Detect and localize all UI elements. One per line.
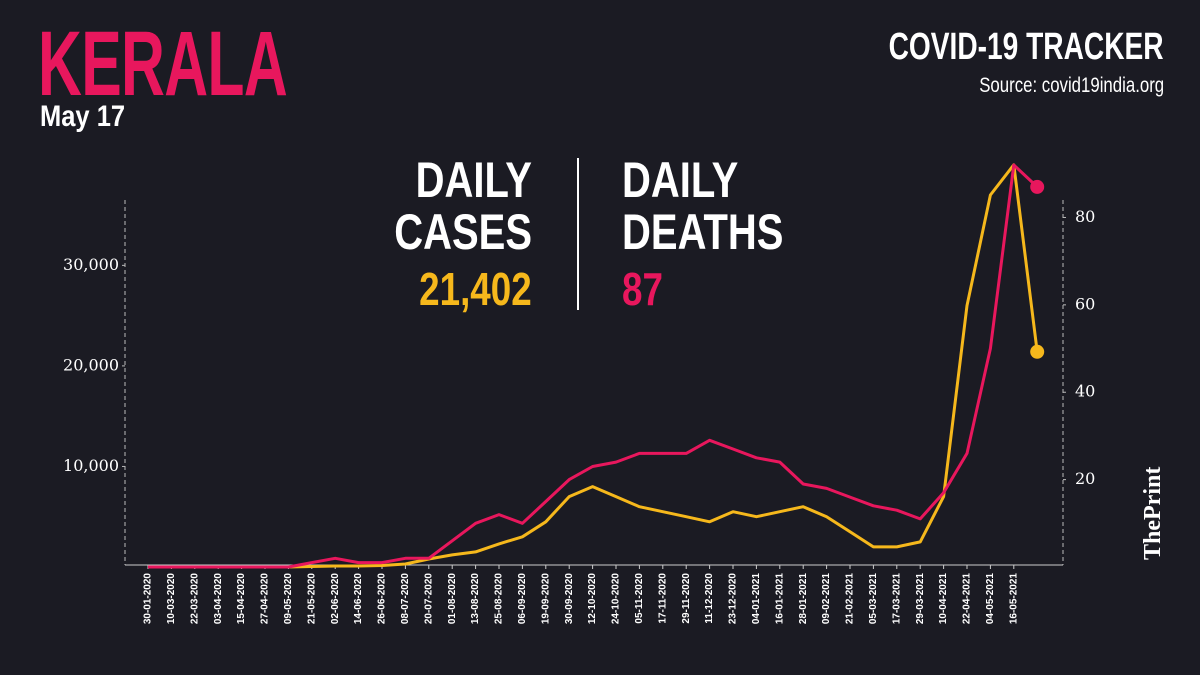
x-tick-label: 05-11-2020 — [634, 573, 645, 624]
y-tick-label: 20,000 — [63, 355, 119, 374]
x-tick-label: 14-06-2020 — [353, 573, 364, 625]
x-tick-label: 20-07-2020 — [423, 573, 434, 625]
end-dot — [1030, 179, 1045, 194]
x-tick-label: 16-05-2021 — [1008, 573, 1019, 625]
x-tick-label: 09-05-2020 — [283, 573, 294, 625]
x-tick-label: 19-09-2020 — [540, 573, 551, 625]
series-line — [148, 163, 1039, 569]
x-tick-label: 16-01-2021 — [774, 573, 785, 625]
y-tick-label: 30,000 — [63, 255, 119, 274]
x-tick-label: 04-01-2021 — [751, 573, 762, 625]
x-tick-label: 12-10-2020 — [587, 573, 598, 625]
title: KERALA — [38, 13, 288, 115]
x-tick-label: 22-04-2021 — [962, 573, 973, 625]
x-tick-label: 11-12-2020 — [704, 573, 715, 624]
x-tick-label: 03-04-2020 — [213, 573, 224, 625]
series-line — [148, 163, 1039, 569]
source: Source: covid19india.org — [979, 74, 1164, 97]
cases-latest: 21,402 — [419, 263, 532, 315]
y2-tick-label: 20 — [1075, 469, 1095, 488]
x-tick-label: 01-08-2020 — [447, 573, 458, 625]
y2-tick-label: 40 — [1075, 382, 1095, 401]
x-tick-label: 17-03-2021 — [891, 573, 902, 625]
x-tick-label: 05-03-2021 — [868, 573, 879, 625]
y-tick-label: 10,000 — [63, 456, 119, 475]
x-tick-label: 26-06-2020 — [377, 573, 388, 625]
x-tick-label: 04-05-2021 — [985, 573, 996, 625]
end-dot — [1030, 344, 1045, 359]
x-tick-label: 27-04-2020 — [260, 573, 271, 625]
x-tick-label: 13-08-2020 — [470, 573, 481, 625]
x-tick-label: 09-02-2021 — [821, 573, 832, 625]
y2-tick-label: 80 — [1075, 207, 1095, 226]
x-tick-label: 06-09-2020 — [517, 573, 528, 625]
x-tick-label: 30-01-2020 — [143, 573, 154, 625]
subtitle: May 17 — [40, 100, 126, 133]
deaths-latest: 87 — [622, 263, 663, 315]
x-tick-label: 10-03-2020 — [166, 573, 177, 625]
x-tick-label: 17-11-2020 — [657, 573, 668, 624]
x-tick-label: 02-06-2020 — [330, 573, 341, 625]
x-tick-label: 24-10-2020 — [611, 573, 622, 625]
x-tick-label: 23-12-2020 — [728, 573, 739, 625]
cases-heading: DAILY CASES — [394, 152, 532, 260]
x-tick-label: 10-04-2021 — [938, 573, 949, 625]
x-tick-label: 28-01-2021 — [798, 573, 809, 625]
brand-logo: ThePrint — [1140, 466, 1166, 560]
tracker-title: COVID-19 TRACKER — [889, 26, 1164, 68]
deaths-heading: DAILY DEATHS — [622, 152, 784, 260]
y2-tick-label: 60 — [1075, 294, 1095, 313]
x-tick-label: 30-09-2020 — [564, 573, 575, 625]
x-tick-label: 29-03-2021 — [915, 573, 926, 625]
x-tick-label: 25-08-2020 — [494, 573, 505, 625]
x-tick-label: 21-02-2021 — [845, 573, 856, 625]
x-tick-label: 08-07-2020 — [400, 573, 411, 625]
x-tick-label: 22-03-2020 — [189, 573, 200, 625]
x-tick-label: 15-04-2020 — [236, 573, 247, 625]
x-tick-label: 21-05-2020 — [306, 573, 317, 625]
x-tick-label: 29-11-2020 — [681, 573, 692, 624]
